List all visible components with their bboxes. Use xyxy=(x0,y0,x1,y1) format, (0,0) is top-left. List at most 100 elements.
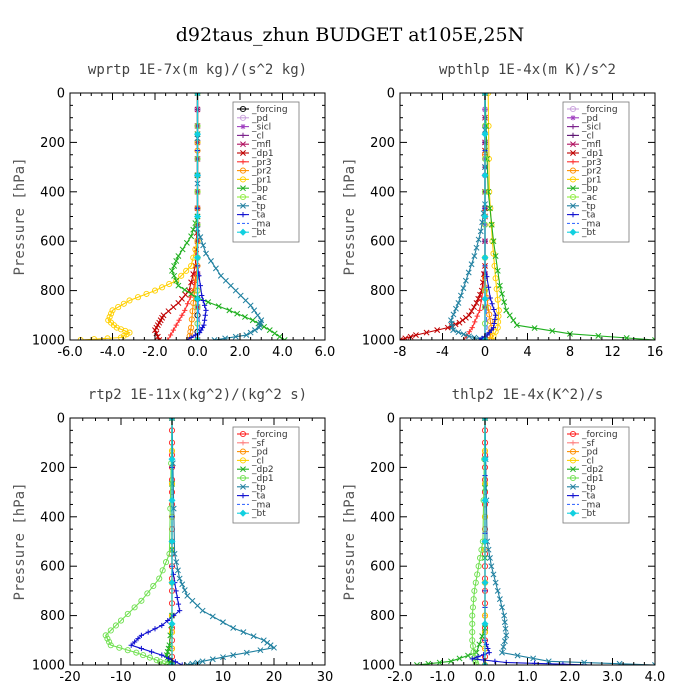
y-tick-label: 0 xyxy=(57,87,65,102)
series-point-pr1 xyxy=(492,275,499,282)
series-point-bp xyxy=(171,262,178,269)
series-point-bt xyxy=(168,537,176,546)
series-point-dp1 xyxy=(462,314,469,321)
legend-marker xyxy=(239,193,247,201)
legend-marker xyxy=(240,440,246,446)
series-point-bt xyxy=(193,295,202,303)
legend-entry: _pd xyxy=(251,114,268,124)
series-point-tp xyxy=(240,629,247,636)
series-point-tp xyxy=(227,282,234,289)
legend-marker xyxy=(239,176,247,183)
series-point-ta xyxy=(175,601,182,607)
series-point-dp1 xyxy=(146,654,153,661)
series-point-dp1 xyxy=(469,620,476,627)
series-point-bp xyxy=(496,282,503,289)
legend-entry: _forcing xyxy=(581,430,618,440)
legend-entry: _mfl xyxy=(251,140,271,150)
series-point-ta xyxy=(173,588,179,594)
series-point-pr3 xyxy=(472,319,478,325)
series-point-tp xyxy=(230,652,237,659)
series-point-bp xyxy=(179,246,186,253)
series-point-dp1 xyxy=(154,333,161,340)
series-point-bt xyxy=(481,579,489,587)
series-point-bt xyxy=(481,496,489,504)
series-point-pr3 xyxy=(170,327,177,333)
series-point-dp2 xyxy=(476,641,483,648)
series-point-dp1 xyxy=(412,332,419,339)
legend-marker xyxy=(239,457,247,464)
series-point-pr2 xyxy=(188,324,195,331)
y-tick-label: 1000 xyxy=(32,659,65,674)
series-point-bp xyxy=(485,188,492,195)
y-tick-label: 800 xyxy=(40,284,65,299)
y-axis-label: Pressure [hPa] xyxy=(12,157,28,275)
series-point-dp2 xyxy=(425,660,432,665)
series-point-tp xyxy=(203,250,209,257)
x-tick-label: 4.0 xyxy=(272,345,293,360)
legend-entry: _bp xyxy=(581,184,598,194)
series-point-pr2 xyxy=(486,311,493,318)
y-tick-label: 800 xyxy=(370,609,395,624)
x-tick-label: 8 xyxy=(566,345,574,360)
x-tick-label: 30 xyxy=(317,670,334,685)
series-point-ta xyxy=(201,302,208,309)
y-tick-label: 0 xyxy=(57,412,65,427)
figure-title: d92taus_zhun BUDGET at105E,25N xyxy=(176,24,524,46)
series-point-tp xyxy=(271,644,277,651)
legend-marker xyxy=(569,167,577,174)
x-tick-label: 10 xyxy=(215,670,232,685)
series-point-pr3 xyxy=(165,337,171,340)
series-point-tp xyxy=(260,637,267,644)
series-point-tp xyxy=(256,324,263,331)
series-point-bp xyxy=(173,258,180,264)
series-point-pr3 xyxy=(176,317,182,323)
chart-panel-4: thlp2 1E-4x(K^2)/s Pressure [hPa] -2.0 -1.0… xyxy=(342,387,665,685)
legend-marker xyxy=(240,493,246,499)
series-point-pr1 xyxy=(166,280,173,288)
series-point-tp xyxy=(488,563,495,570)
legend-entry: _pr2 xyxy=(581,167,602,177)
series-point-dp1 xyxy=(144,590,151,597)
series-point-bp xyxy=(499,290,505,297)
legend-marker xyxy=(240,185,246,192)
series-point-pr1 xyxy=(151,287,159,294)
series-point-pr1 xyxy=(183,267,190,274)
series-point-dp1 xyxy=(470,596,477,603)
legend-marker xyxy=(570,483,576,490)
series-point-pr2 xyxy=(187,328,194,335)
y-tick-label: 800 xyxy=(370,284,395,299)
series-point-dp1 xyxy=(124,647,131,654)
series-point-dp1 xyxy=(456,319,463,326)
series-point-bt xyxy=(481,620,489,628)
series-point-dp1 xyxy=(470,648,477,655)
series-point-dp1 xyxy=(469,612,476,619)
series-point-ta xyxy=(475,654,481,660)
x-tick-label: 2.0 xyxy=(230,345,251,360)
legend-entry: _cl xyxy=(581,131,594,141)
series-point-ta xyxy=(159,622,165,629)
series-point-bp xyxy=(494,267,501,274)
legend: _forcing_sf_pd_cl_dp2_dp1_tp_ta_ma_bt xyxy=(562,426,630,524)
series-point-dp2 xyxy=(414,662,420,665)
series-point-tp xyxy=(494,587,501,594)
series-point-ta xyxy=(188,334,194,340)
series-point-ta xyxy=(489,301,495,307)
y-axis-label: Pressure [hPa] xyxy=(342,482,358,600)
panel-title: wprtp 1E-7x(m kg)/(s^2 kg) xyxy=(88,62,307,78)
series-point-dp1 xyxy=(107,642,114,649)
series-point-pr1 xyxy=(495,307,502,314)
legend-entry: _pr1 xyxy=(251,175,272,185)
legend-marker xyxy=(239,228,247,236)
chart-panel-2: wpthlp 1E-4x(m K)/s^2 Pressure [hPa] -8 -4 0… xyxy=(342,62,663,360)
series-point-bp xyxy=(595,332,602,339)
series-point-bp xyxy=(487,205,493,212)
series-point-tp xyxy=(499,649,505,656)
legend-entry: _pr3 xyxy=(581,158,602,168)
x-tick-label: 6.0 xyxy=(315,345,336,360)
series-point-ta xyxy=(166,655,172,662)
legend-entry: _ta xyxy=(251,211,266,221)
series-point-bp xyxy=(506,312,513,319)
series-point-tp xyxy=(247,302,254,309)
series-point-tp xyxy=(545,658,552,665)
legend-entry: _dp1 xyxy=(251,149,274,159)
